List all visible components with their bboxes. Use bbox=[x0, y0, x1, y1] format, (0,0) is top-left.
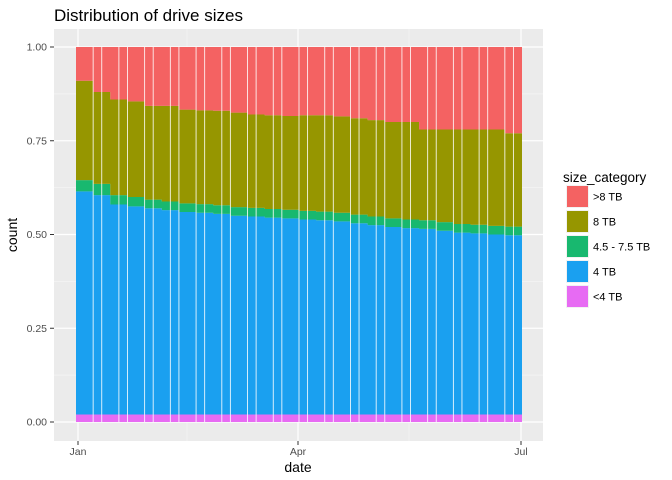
legend-label: <4 TB bbox=[593, 292, 622, 304]
y-tick-label: 0.50 bbox=[27, 229, 48, 241]
legend-label: 4 TB bbox=[593, 267, 616, 279]
week-separator-lines bbox=[92, 47, 514, 422]
legend-swatch bbox=[567, 211, 588, 232]
legend: size_category >8 TB 8 TB 4.5 - 7.5 TB 4 TB <… bbox=[563, 170, 650, 308]
y-axis-title: count bbox=[4, 218, 20, 252]
legend-swatch bbox=[567, 186, 588, 207]
x-tick-label: Jan bbox=[70, 446, 87, 458]
y-tick-label: 1.00 bbox=[27, 42, 48, 54]
legend-label: 4.5 - 7.5 TB bbox=[593, 242, 650, 254]
x-tick-label: Apr bbox=[290, 446, 307, 458]
y-tick-label: 0.75 bbox=[27, 135, 48, 147]
legend-title: size_category bbox=[563, 170, 647, 185]
x-axis: Jan Apr Jul bbox=[70, 441, 528, 458]
x-axis-title: date bbox=[284, 459, 311, 475]
legend-swatch bbox=[567, 236, 588, 257]
y-axis: 0.00 0.25 0.50 0.75 1.00 bbox=[27, 42, 54, 429]
y-tick-label: 0.25 bbox=[27, 323, 48, 335]
legend-label: 8 TB bbox=[593, 217, 616, 229]
legend-swatch bbox=[567, 261, 588, 282]
chart-title: Distribution of drive sizes bbox=[54, 6, 243, 25]
legend-swatch bbox=[567, 286, 588, 307]
x-tick-label: Jul bbox=[514, 446, 527, 458]
y-tick-label: 0.00 bbox=[27, 417, 48, 429]
legend-label: >8 TB bbox=[593, 192, 622, 204]
